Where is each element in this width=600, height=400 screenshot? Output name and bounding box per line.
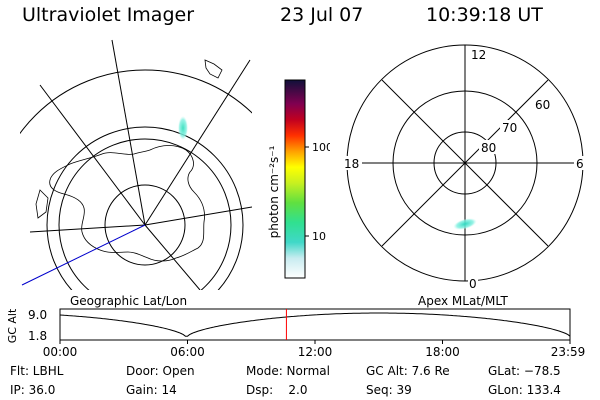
lat-circle: [46, 126, 244, 290]
observation-date: 23 Jul 07: [280, 4, 364, 26]
mlt-label-12: 12: [471, 48, 486, 62]
mlt-label-18: 18: [344, 157, 359, 171]
mlat-label-60: 60: [535, 98, 550, 112]
colorbar-label: photon cm⁻²s⁻¹: [267, 145, 281, 238]
lon-line: [111, 39, 146, 226]
info-gc-alt: GC Alt: 7.6 Re: [366, 364, 450, 378]
colorbar-tick-label: 10: [312, 230, 326, 243]
mlat-label-80: 80: [481, 141, 496, 155]
colorbar-gradient: [284, 79, 306, 279]
coastline-fragment: [204, 59, 223, 79]
mlt-label-0: 0: [469, 277, 477, 291]
info-ip: IP: 36.0: [10, 383, 56, 397]
instrument-title: Ultraviolet Imager: [22, 4, 195, 26]
aurora-emission: [453, 218, 477, 230]
observation-time: 10:39:18 UT: [426, 4, 543, 26]
info-door: Door: Open: [126, 364, 195, 378]
time-tick-label: 18:00: [425, 345, 460, 359]
altitude-curve: [59, 312, 571, 337]
aurora-emission: [178, 116, 188, 140]
lat-circle: [58, 138, 232, 290]
colorbar: 100 10 photon cm⁻²s⁻¹: [267, 79, 330, 279]
altitude-min-label: 1.8: [28, 329, 47, 343]
time-tick-label: 23:59: [551, 345, 586, 359]
orbit-track: [21, 224, 146, 286]
mlt-label-6: 6: [576, 157, 584, 171]
info-mode: Mode: Normal: [246, 364, 330, 378]
colorbar-tick-label: 100: [312, 141, 330, 154]
mlt-diagonal: [381, 79, 549, 247]
info-glon: GLon: 133.4: [488, 383, 561, 397]
continent-outline: [49, 145, 205, 262]
info-seq: Seq: 39: [366, 383, 412, 397]
lon-line: [144, 59, 251, 226]
time-tick-label: 12:00: [298, 345, 333, 359]
lon-line: [29, 224, 146, 233]
altitude-max-label: 9.0: [28, 308, 47, 322]
mlat-label-70: 70: [502, 121, 517, 135]
apex-polar-plot: 12 18 6 0 60 70 80: [342, 44, 586, 291]
info-glat: GLat: −78.5: [488, 364, 561, 378]
time-tick-label: 00:00: [43, 345, 78, 359]
coastline-fragment: [35, 189, 49, 219]
geographic-map: [20, 39, 252, 290]
apex-label: Apex MLat/MLT: [418, 294, 508, 308]
lon-line: [144, 206, 252, 226]
lon-line: [144, 224, 201, 290]
altitude-timeline: GC Alt 9.0 1.8 00:00 06:00 12:00 18:00 2…: [6, 308, 586, 359]
lat-circle: [104, 184, 186, 266]
altitude-plot-frame: [59, 308, 571, 341]
info-filter: Flt: LBHL: [10, 364, 64, 378]
lon-line: [39, 84, 146, 226]
altitude-axis-label: GC Alt: [6, 308, 19, 343]
lat-circle: [20, 69, 252, 135]
info-gain: Gain: 14: [126, 383, 177, 397]
info-dsp: Dsp: 2.0: [246, 383, 308, 397]
geographic-label: Geographic Lat/Lon: [70, 294, 188, 308]
time-tick-label: 06:00: [170, 345, 205, 359]
